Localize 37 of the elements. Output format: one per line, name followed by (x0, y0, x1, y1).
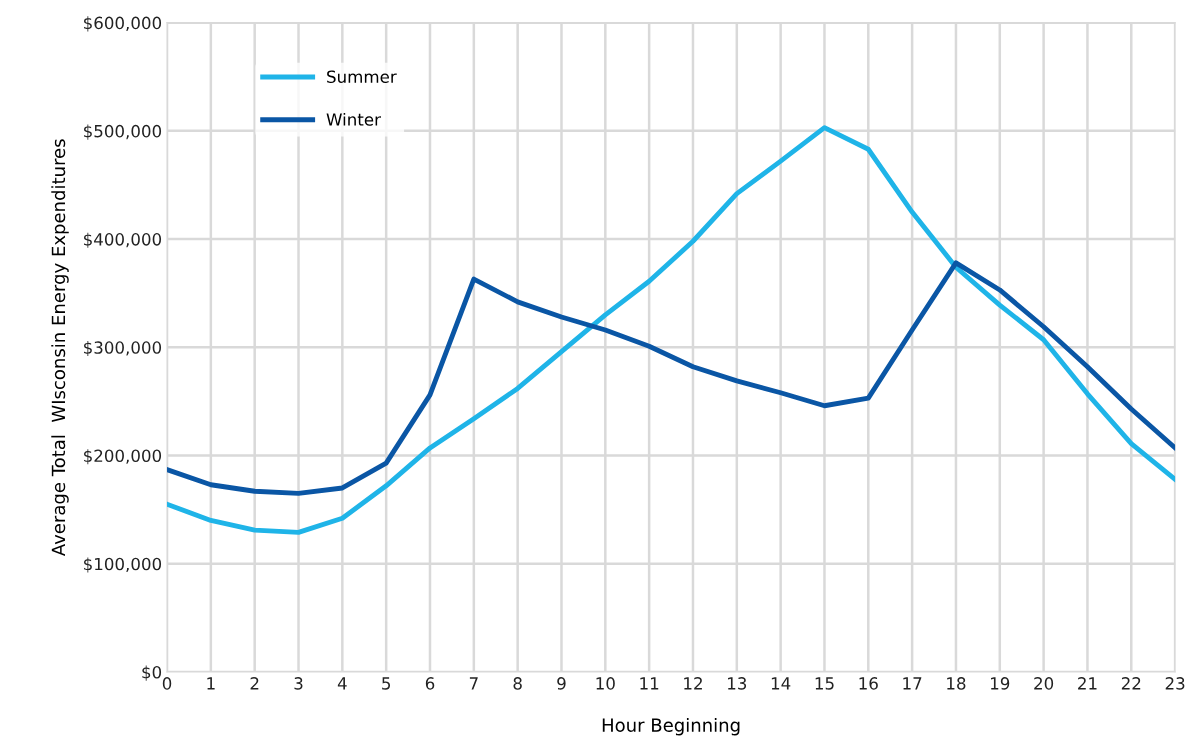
y-tick-label: $600,000 (84, 16, 162, 32)
x-tick-label: 12 (684, 677, 702, 690)
line-series (167, 125, 1176, 535)
x-tick-label: 5 (382, 677, 391, 690)
line-series (167, 260, 1176, 496)
y-tick-label: $500,000 (84, 124, 162, 140)
x-tick-label: 13 (728, 677, 747, 690)
x-tick-label: 15 (815, 677, 834, 690)
y-tick-label: $0 (142, 665, 162, 681)
y-axis-title: Average Total WIsconsin Energy Expenditures (51, 139, 69, 557)
x-tick-label: 18 (947, 677, 966, 690)
x-tick-label: 6 (425, 677, 435, 690)
y-tick-label: $400,000 (84, 232, 162, 248)
x-tick-label: 0 (162, 677, 172, 690)
x-tick-label: 20 (1034, 677, 1054, 690)
x-tick-label: 22 (1121, 677, 1141, 690)
x-tick-label: 7 (469, 677, 478, 690)
x-tick-label: 10 (596, 677, 615, 690)
x-tick-label: 1 (207, 677, 215, 690)
x-tick-label: 11 (640, 677, 659, 690)
x-tick-label: 4 (337, 677, 347, 690)
y-tick-label: $100,000 (84, 557, 162, 573)
x-tick-label: 2 (250, 677, 259, 690)
x-tick-label: 17 (903, 677, 922, 690)
y-tick-label: $300,000 (84, 340, 162, 357)
x-tick-label: 23 (1165, 677, 1185, 690)
x-tick-label: 21 (1078, 677, 1097, 690)
x-axis-title: Hour Beginning (602, 717, 740, 736)
x-tick-label: 8 (513, 677, 522, 690)
x-tick-label: 9 (557, 677, 566, 690)
y-tick-label: $200,000 (84, 449, 162, 465)
x-tick-label: 3 (294, 677, 303, 690)
x-tick-label: 19 (991, 677, 1010, 690)
legend-label: Summer (327, 70, 397, 84)
x-tick-label: 14 (771, 677, 791, 690)
legend-label: Winter (326, 112, 381, 126)
x-tick-label: 16 (859, 677, 878, 690)
